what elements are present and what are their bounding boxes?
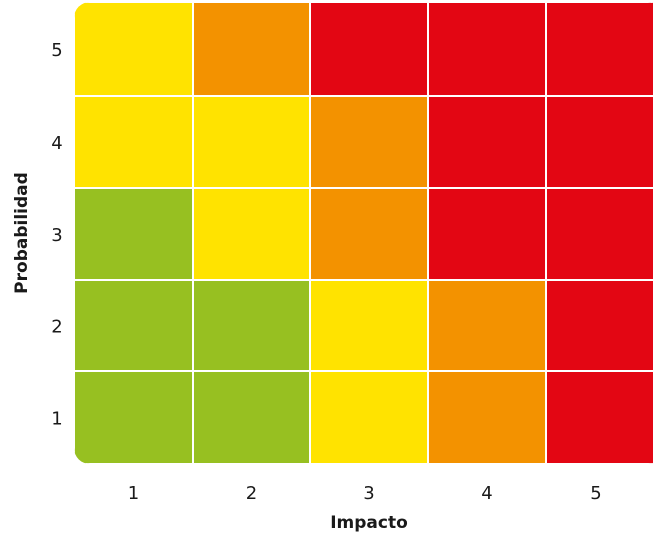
heatmap-cell-p4-i4 <box>427 95 547 189</box>
heatmap-cell-p2-i5 <box>545 279 653 372</box>
x-tick-label: 1 <box>128 483 139 504</box>
heatmap-cell-p3-i3 <box>309 187 429 281</box>
x-tick-label: 4 <box>481 483 492 504</box>
heatmap-cell-p1-i5 <box>545 370 653 464</box>
heatmap-cell-p5-i2 <box>192 2 311 97</box>
heatmap-cell-p1-i3 <box>309 370 429 464</box>
y-tick-label: 4 <box>51 133 62 154</box>
heatmap-cell-p1-i1 <box>74 370 194 464</box>
y-tick-label: 1 <box>51 409 62 430</box>
heatmap-cell-p5-i3 <box>309 2 429 97</box>
x-tick-labels: 1 2 3 4 5 <box>128 483 602 504</box>
heatmap-cell-p1-i2 <box>192 370 311 464</box>
heatmap-cell-p3-i5 <box>545 187 653 281</box>
heatmap-cell-p4-i1 <box>74 95 194 189</box>
heatmap-cell-p4-i3 <box>309 95 429 189</box>
heatmap-cell-p1-i4 <box>427 370 547 464</box>
x-tick-label: 5 <box>590 483 601 504</box>
heatmap-cell-p2-i2 <box>192 279 311 372</box>
heatmap-cell-p2-i3 <box>309 279 429 372</box>
y-tick-labels: 5 4 3 2 1 <box>51 40 62 430</box>
y-tick-label: 2 <box>51 317 62 338</box>
y-axis-label: Probabilidad <box>12 172 32 294</box>
heatmap-cell-p2-i4 <box>427 279 547 372</box>
heatmap-cell-p4-i2 <box>192 95 311 189</box>
y-tick-label: 5 <box>51 40 62 61</box>
heatmap-cell-p3-i2 <box>192 187 311 281</box>
x-tick-label: 3 <box>363 483 374 504</box>
heatmap-cell-p3-i1 <box>74 187 194 281</box>
x-axis-label: Impacto <box>330 513 408 533</box>
heatmap-cell-p3-i4 <box>427 187 547 281</box>
y-tick-label: 3 <box>51 225 62 246</box>
heatmap-cell-p4-i5 <box>545 95 653 189</box>
x-tick-label: 2 <box>246 483 257 504</box>
heatmap-cell-p5-i4 <box>427 2 547 97</box>
heatmap-cell-p2-i1 <box>74 279 194 372</box>
heatmap-cell-p5-i1 <box>74 2 194 97</box>
heatmap-cells <box>74 2 653 464</box>
heatmap-cell-p5-i5 <box>545 2 653 97</box>
